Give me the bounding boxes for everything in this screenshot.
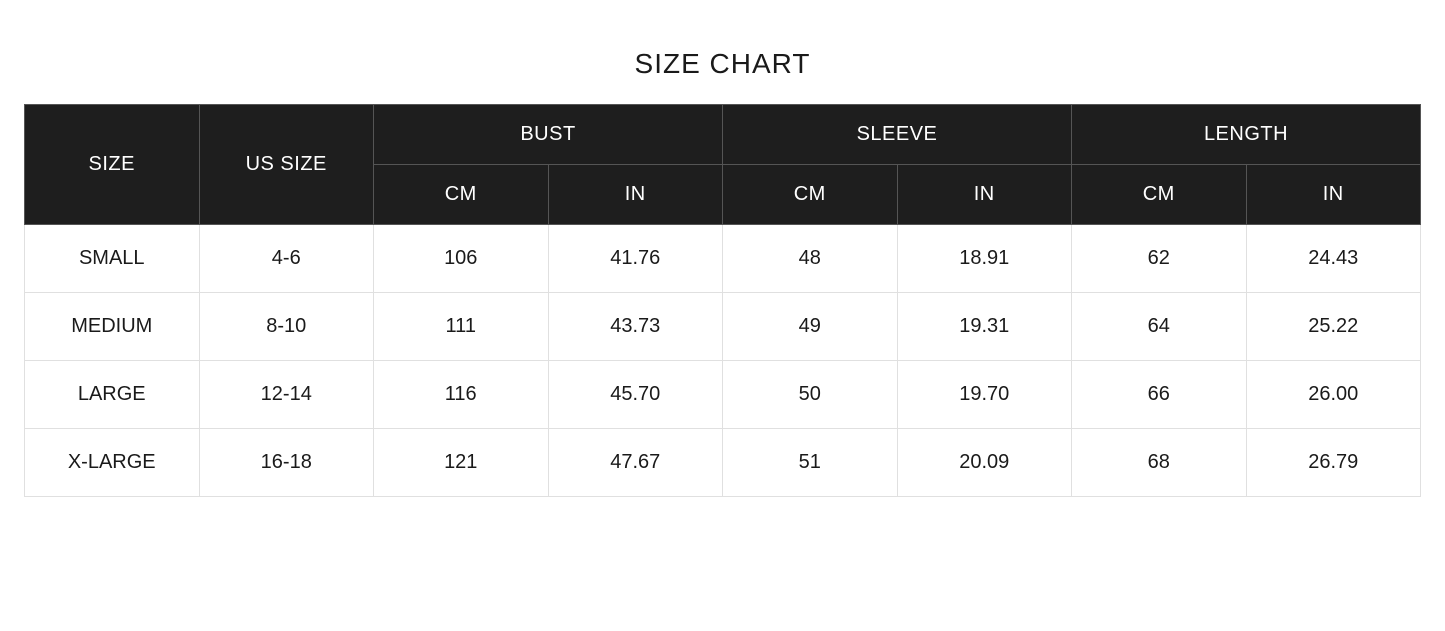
cell-length-in: 26.79 bbox=[1246, 429, 1421, 497]
cell-sleeve-cm: 49 bbox=[723, 293, 898, 361]
header-sleeve-in: IN bbox=[897, 165, 1072, 225]
cell-size: LARGE bbox=[25, 361, 200, 429]
cell-us-size: 4-6 bbox=[199, 225, 374, 293]
cell-length-in: 26.00 bbox=[1246, 361, 1421, 429]
cell-length-in: 24.43 bbox=[1246, 225, 1421, 293]
cell-length-cm: 66 bbox=[1072, 361, 1247, 429]
cell-bust-cm: 111 bbox=[374, 293, 549, 361]
table-row: MEDIUM 8-10 111 43.73 49 19.31 64 25.22 bbox=[25, 293, 1421, 361]
header-length-in: IN bbox=[1246, 165, 1421, 225]
header-size: SIZE bbox=[25, 105, 200, 225]
cell-bust-in: 47.67 bbox=[548, 429, 723, 497]
header-bust-in: IN bbox=[548, 165, 723, 225]
cell-sleeve-cm: 48 bbox=[723, 225, 898, 293]
cell-size: SMALL bbox=[25, 225, 200, 293]
cell-sleeve-in: 18.91 bbox=[897, 225, 1072, 293]
cell-bust-in: 41.76 bbox=[548, 225, 723, 293]
header-length-cm: CM bbox=[1072, 165, 1247, 225]
header-sleeve-cm: CM bbox=[723, 165, 898, 225]
header-bust-cm: CM bbox=[374, 165, 549, 225]
cell-size: MEDIUM bbox=[25, 293, 200, 361]
cell-sleeve-in: 19.70 bbox=[897, 361, 1072, 429]
cell-us-size: 8-10 bbox=[199, 293, 374, 361]
table-row: LARGE 12-14 116 45.70 50 19.70 66 26.00 bbox=[25, 361, 1421, 429]
table-row: SMALL 4-6 106 41.76 48 18.91 62 24.43 bbox=[25, 225, 1421, 293]
cell-bust-in: 45.70 bbox=[548, 361, 723, 429]
cell-sleeve-cm: 50 bbox=[723, 361, 898, 429]
cell-bust-cm: 116 bbox=[374, 361, 549, 429]
cell-sleeve-in: 20.09 bbox=[897, 429, 1072, 497]
cell-size: X-LARGE bbox=[25, 429, 200, 497]
cell-us-size: 16-18 bbox=[199, 429, 374, 497]
cell-us-size: 12-14 bbox=[199, 361, 374, 429]
header-us-size: US SIZE bbox=[199, 105, 374, 225]
cell-length-cm: 64 bbox=[1072, 293, 1247, 361]
cell-bust-cm: 121 bbox=[374, 429, 549, 497]
cell-sleeve-in: 19.31 bbox=[897, 293, 1072, 361]
cell-length-cm: 62 bbox=[1072, 225, 1247, 293]
cell-length-in: 25.22 bbox=[1246, 293, 1421, 361]
header-bust: BUST bbox=[374, 105, 723, 165]
cell-bust-cm: 106 bbox=[374, 225, 549, 293]
cell-length-cm: 68 bbox=[1072, 429, 1247, 497]
cell-bust-in: 43.73 bbox=[548, 293, 723, 361]
size-chart-table: SIZE US SIZE BUST SLEEVE LENGTH CM IN CM… bbox=[24, 104, 1421, 497]
header-length: LENGTH bbox=[1072, 105, 1421, 165]
page-title: SIZE CHART bbox=[635, 48, 811, 80]
table-row: X-LARGE 16-18 121 47.67 51 20.09 68 26.7… bbox=[25, 429, 1421, 497]
header-sleeve: SLEEVE bbox=[723, 105, 1072, 165]
cell-sleeve-cm: 51 bbox=[723, 429, 898, 497]
